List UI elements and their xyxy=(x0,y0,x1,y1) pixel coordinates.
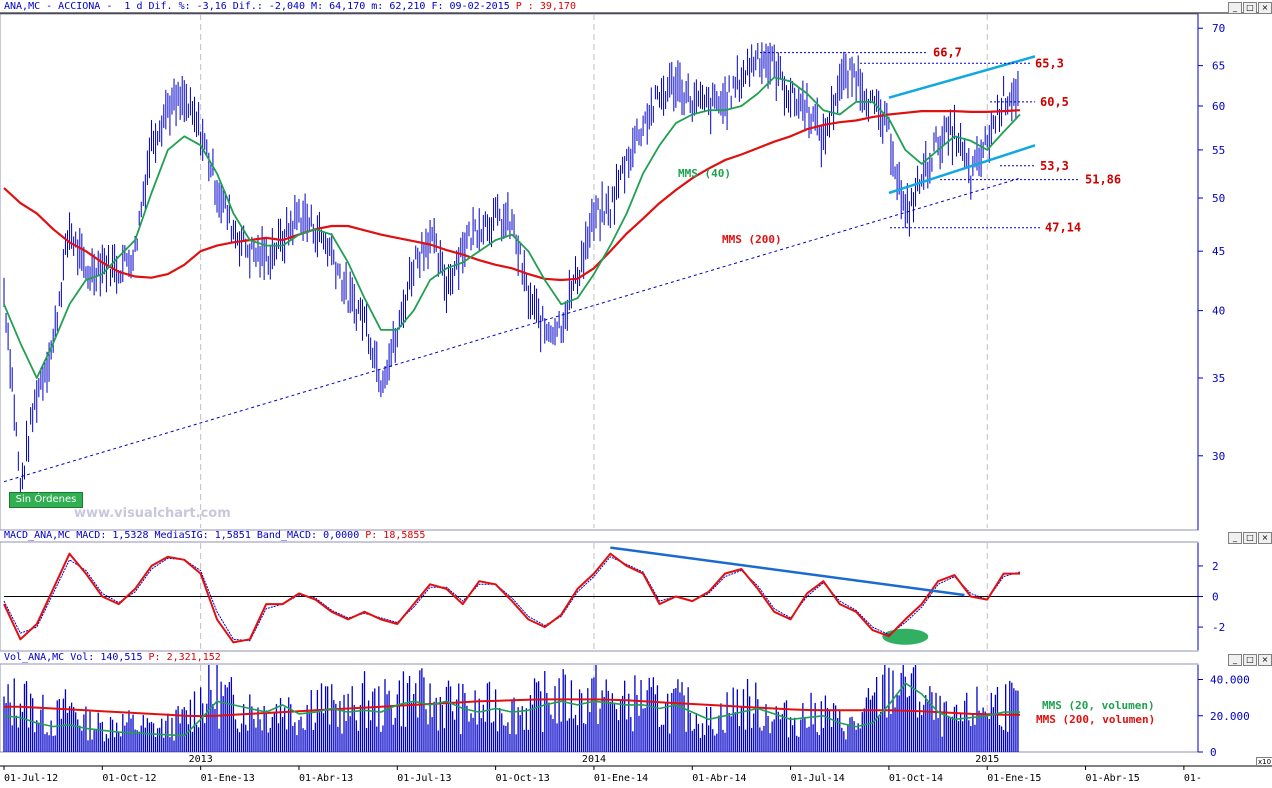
x-tick-label: 01-Jul-12 xyxy=(4,773,58,784)
x-tick-label: 01-Jul-14 xyxy=(791,773,845,784)
x-tick-label: 01-Abr-14 xyxy=(692,773,746,784)
x-tick-label: 01- xyxy=(1184,773,1202,784)
level-label: 66,7 xyxy=(933,46,962,60)
support-trendline xyxy=(3,177,1021,483)
volume-header-p: P: 2,321,152 xyxy=(148,652,221,663)
price-tick-label: 30 xyxy=(1212,450,1225,463)
price-axis-bg xyxy=(1198,14,1272,530)
macd-low-highlight xyxy=(882,628,929,645)
price-window-buttons: _ □ × xyxy=(1228,2,1272,14)
volume-sma200-line xyxy=(4,698,1021,718)
minimize-icon[interactable]: _ xyxy=(1228,2,1242,14)
volume-panel: MMS (20, volumen)MMS (200, volumen) 40.00… xyxy=(3,665,1250,759)
x-tick-label: 01-Abr-15 xyxy=(1086,773,1140,784)
price-header-p: P : 39,170 xyxy=(515,1,576,12)
macd-line xyxy=(3,552,1020,644)
level-label: 47,14 xyxy=(1045,221,1081,235)
macd-header: MACD_ANA,MC MACD: 1,5328 MediaSIG: 1,585… xyxy=(4,530,425,541)
sma200-line xyxy=(3,109,1021,282)
level-label: 53,3 xyxy=(1040,159,1069,173)
macd-divergence-line xyxy=(610,546,965,597)
macd-header-text: MACD_ANA,MC MACD: 1,5328 MediaSIG: 1,585… xyxy=(4,530,360,541)
macd-signal-line xyxy=(3,556,1021,642)
price-tick-label: 40 xyxy=(1212,305,1225,318)
price-tick-label: 45 xyxy=(1212,245,1225,258)
price-tick-label: 60 xyxy=(1212,100,1225,113)
x-axis: 01-Jul-12 01-Oct-12 01-Ene-13 01-Abr-13 01-J… xyxy=(3,766,1202,784)
macd-tick-label: 0 xyxy=(1212,591,1219,604)
macd-header-p: P: 18,5855 xyxy=(365,530,426,541)
x-tick-label: 01-Ene-13 xyxy=(201,773,255,784)
price-tick-label: 50 xyxy=(1212,192,1225,205)
maximize-icon[interactable]: □ xyxy=(1243,532,1257,544)
brand-watermark: www.visualchart.com xyxy=(74,506,231,521)
x-tick-label: 01-Oct-13 xyxy=(496,773,550,784)
sma40-label: MMS (40) xyxy=(678,167,731,180)
volume-header-text: Vol_ANA,MC Vol: 140,515 xyxy=(4,652,143,663)
macd-panel: 2 0 -2 xyxy=(3,543,1225,650)
volume-tick-label: 0 xyxy=(1210,746,1217,759)
price-annotations: 66,7 65,3 60,5 53,3 51,86 47,14 MMS (40) MMS (2… xyxy=(678,46,1121,246)
macd-tick-label: 2 xyxy=(1212,560,1219,573)
scale-toggle[interactable]: x10 xyxy=(1256,757,1272,767)
price-bars xyxy=(3,42,1019,495)
maximize-icon[interactable]: □ xyxy=(1243,2,1257,14)
volume-tick-label: 40.000 xyxy=(1210,674,1250,687)
x-tick-label: 01-Ene-15 xyxy=(987,773,1041,784)
volume-tick-label: 20.000 xyxy=(1210,710,1250,723)
macd-tick-label: -2 xyxy=(1212,621,1225,634)
level-label: 51,86 xyxy=(1085,173,1121,187)
volume-window-buttons: _ □ × xyxy=(1228,654,1272,666)
price-header: ANA,MC - ACCIONA - 1 d Dif. %: -3,16 Dif… xyxy=(4,1,576,12)
price-tick-label: 55 xyxy=(1212,144,1225,157)
channel-upper-line xyxy=(888,55,1036,99)
volume-sma20-label: MMS (20, volumen) xyxy=(1042,699,1155,712)
minimize-icon[interactable]: _ xyxy=(1228,532,1242,544)
macd-window-buttons: _ □ × xyxy=(1228,532,1272,544)
vertical-gridlines: 2013 2014 2015 xyxy=(189,14,999,765)
year-label: 2013 xyxy=(189,754,213,765)
volume-header: Vol_ANA,MC Vol: 140,515 P: 2,321,152 xyxy=(4,652,221,663)
level-label: 65,3 xyxy=(1035,56,1064,70)
x-tick-label: 01-Jul-13 xyxy=(397,773,451,784)
price-axis: 70 65 60 55 50 45 40 35 30 xyxy=(1197,14,1272,530)
price-tick-label: 70 xyxy=(1212,22,1225,35)
price-header-text: ANA,MC - ACCIONA - 1 d Dif. %: -3,16 Dif… xyxy=(4,1,510,12)
volume-sma20-line xyxy=(3,682,1020,737)
x-tick-label: 01-Abr-13 xyxy=(299,773,353,784)
close-icon[interactable]: × xyxy=(1258,2,1272,14)
channel-lower-line xyxy=(888,144,1036,195)
x-tick-label: 01-Oct-14 xyxy=(889,773,943,784)
x-tick-label: 01-Ene-14 xyxy=(594,773,648,784)
year-label: 2015 xyxy=(975,754,999,765)
minimize-icon[interactable]: _ xyxy=(1228,654,1242,666)
year-label: 2014 xyxy=(582,754,606,765)
price-tick-label: 65 xyxy=(1212,60,1225,73)
volume-sma200-label: MMS (200, volumen) xyxy=(1036,713,1155,726)
close-icon[interactable]: × xyxy=(1258,532,1272,544)
sma40-line xyxy=(3,76,1021,379)
maximize-icon[interactable]: □ xyxy=(1243,654,1257,666)
close-icon[interactable]: × xyxy=(1258,654,1272,666)
orders-badge[interactable]: Sin Órdenes xyxy=(9,492,83,508)
sma200-label: MMS (200) xyxy=(722,233,782,246)
price-tick-label: 35 xyxy=(1212,372,1225,385)
level-label: 60,5 xyxy=(1040,95,1069,109)
x-tick-label: 01-Oct-12 xyxy=(102,773,156,784)
price-lines xyxy=(3,55,1036,483)
